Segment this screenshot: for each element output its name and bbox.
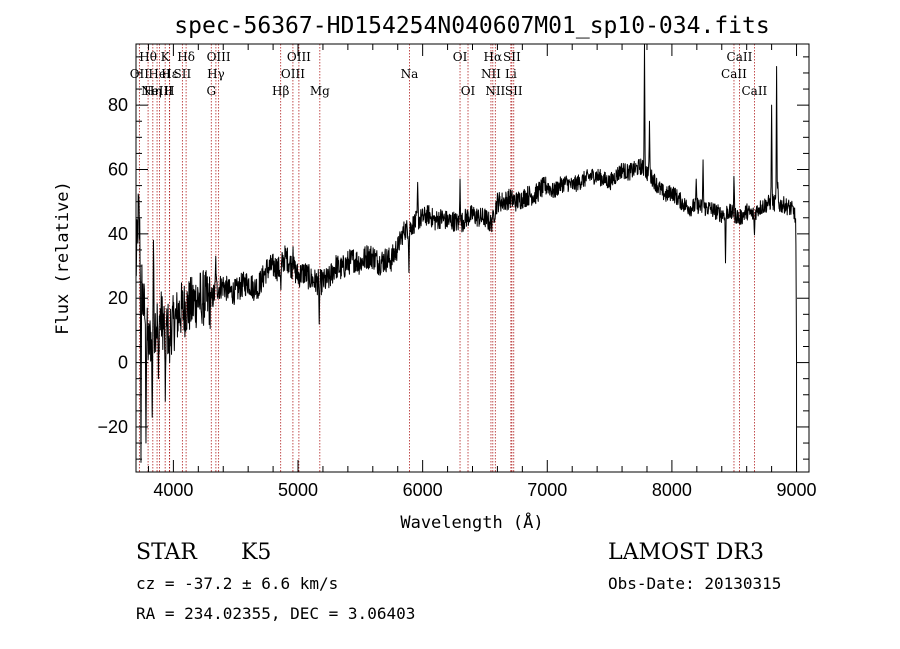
spectral-line-label: Hγ xyxy=(207,67,225,81)
y-tick-label: −20 xyxy=(97,417,128,437)
spectral-line-label: NeIII xyxy=(141,84,173,98)
y-axis-ticks: −20 0 20 40 60 80 xyxy=(97,56,809,460)
spectral-line-label: Li xyxy=(505,67,517,81)
y-tick-label: 80 xyxy=(108,95,128,115)
redshift-velocity: cz = -37.2 ± 6.6 km/s xyxy=(136,574,338,593)
spectral-line-label: OI xyxy=(461,84,476,98)
spectral-line-label: Hβ xyxy=(272,84,289,98)
y-tick-label: 20 xyxy=(108,288,128,308)
spectral-line-label: Hα xyxy=(484,50,503,64)
spectral-line-label: Mg xyxy=(310,84,330,98)
spectral-line-label: OIII xyxy=(287,50,311,64)
spectral-line-label: CaII xyxy=(741,84,767,98)
object-class: STAR xyxy=(136,540,198,565)
x-tick-label: 5000 xyxy=(278,480,318,500)
spectral-line-label: K xyxy=(161,50,171,64)
spectral-line-label: Na xyxy=(401,67,419,81)
spectral-line-label: Hδ xyxy=(177,50,195,64)
spectral-line-label: OIII xyxy=(281,67,305,81)
spectral-line-label: SII xyxy=(505,84,523,98)
spectral-line-label: H xyxy=(164,84,174,98)
spectral-line-label: HeI xyxy=(148,67,171,81)
spectral-line-label: NII xyxy=(485,84,505,98)
plot-frame xyxy=(135,43,810,473)
x-axis-label: Wavelength (Å) xyxy=(400,511,543,533)
object-subclass: K5 xyxy=(241,540,271,565)
spectral-line-label: SII xyxy=(174,67,192,81)
spectral-line-label: OII xyxy=(130,67,150,81)
spectral-lines xyxy=(138,44,755,472)
x-tick-label: 9000 xyxy=(777,480,817,500)
spectral-line-label: SII xyxy=(503,50,521,64)
spectral-line-label: Hε xyxy=(161,67,178,81)
y-tick-label: 0 xyxy=(118,353,128,373)
chart-title: spec-56367-HD154254N040607M01_sp10-034.f… xyxy=(174,13,769,39)
spectral-line-label: CaII xyxy=(721,67,747,81)
spectrum-line xyxy=(135,43,798,472)
spectral-line-label: OI xyxy=(453,50,468,64)
x-axis-ticks: 4000 5000 6000 7000 8000 9000 xyxy=(147,44,817,500)
spectral-line-labels: OIIHθHηNeIIIHeIKHHεSIIHδGHγOIIIHβOIIIOII… xyxy=(130,50,768,98)
spectral-line-label: Hθ xyxy=(139,50,157,64)
y-tick-label: 40 xyxy=(108,224,128,244)
spectral-line-label: CaII xyxy=(727,50,753,64)
spectral-line-label: OIII xyxy=(207,50,231,64)
x-tick-label: 6000 xyxy=(403,480,443,500)
spectral-line-label: Hη xyxy=(144,84,162,98)
x-tick-label: 4000 xyxy=(153,480,193,500)
spectral-line-label: NII xyxy=(481,67,501,81)
y-tick-label: 60 xyxy=(108,160,128,180)
spectral-line-label: G xyxy=(206,84,216,98)
observation-date: Obs-Date: 20130315 xyxy=(608,574,781,593)
x-tick-label: 8000 xyxy=(652,480,692,500)
x-tick-label: 7000 xyxy=(527,480,567,500)
ra-dec: RA = 234.02355, DEC = 3.06403 xyxy=(136,604,415,623)
survey-name: LAMOST DR3 xyxy=(608,540,764,565)
y-axis-label: Flux (relative) xyxy=(53,181,73,335)
